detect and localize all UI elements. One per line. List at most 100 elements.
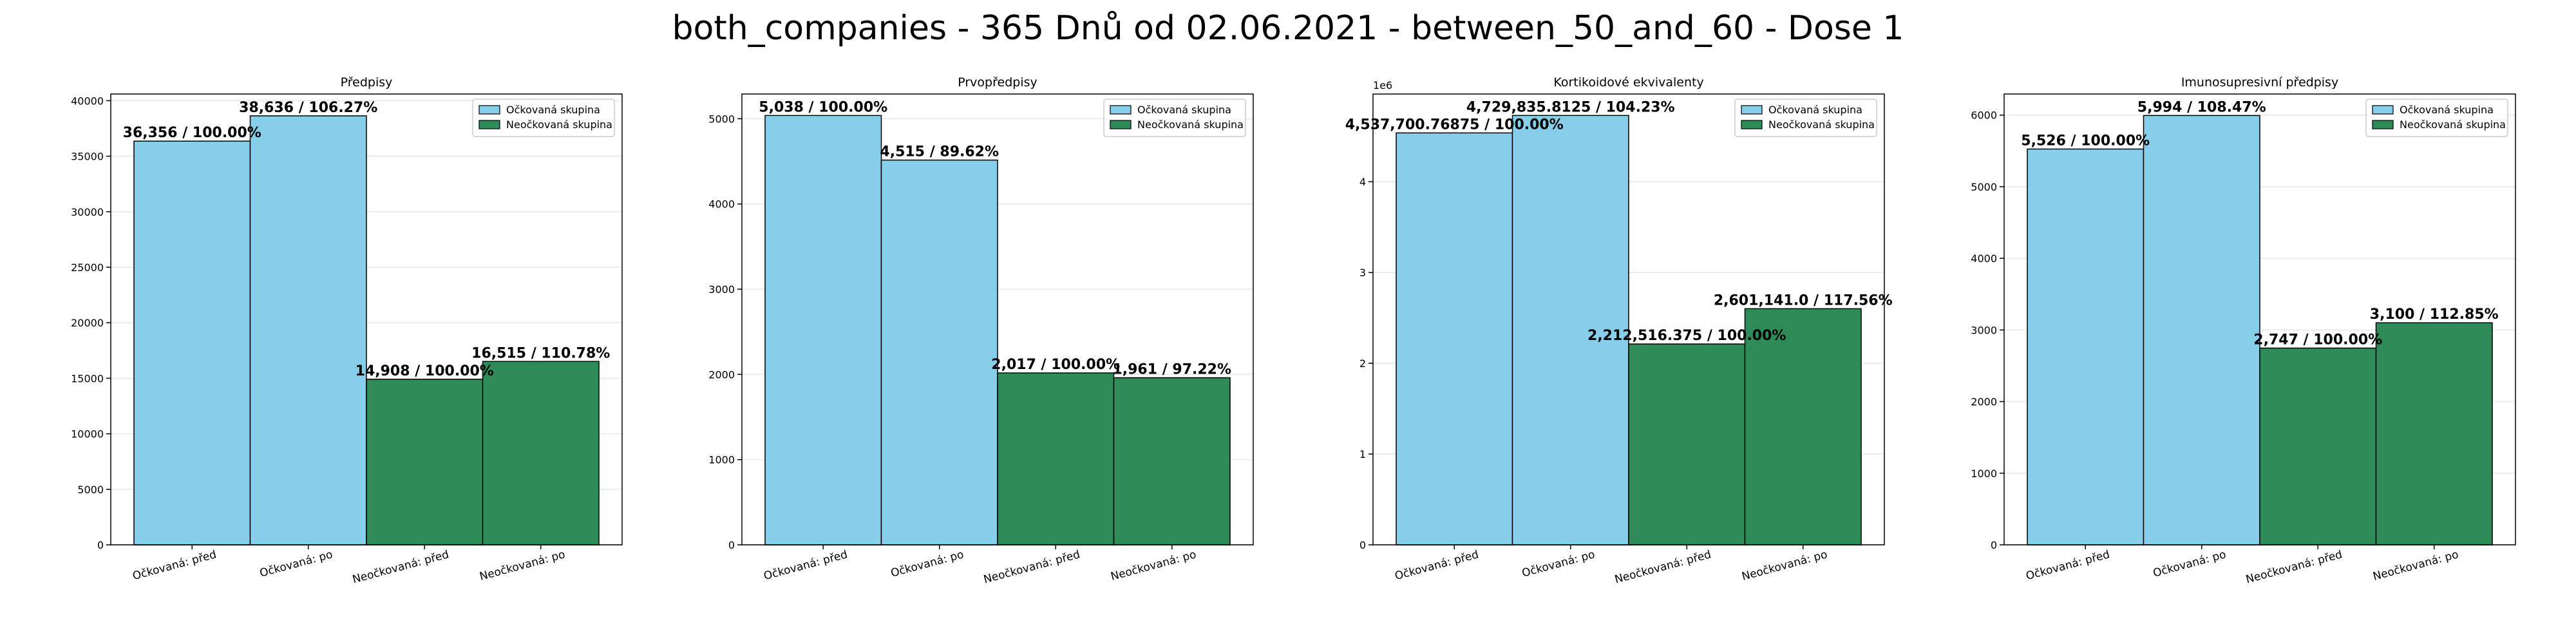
data-label: 2,017 / 100.00% [991,357,1120,373]
y-tick-label: 5000 [77,484,104,496]
y-tick-label: 1000 [1971,468,1997,480]
bar [880,159,998,545]
legend-swatch [2372,120,2394,129]
legend-label: Očkovaná skupina [2400,104,2494,116]
y-tick-label: 2000 [1971,396,1997,408]
data-label: 5,526 / 100.00% [2021,133,2150,149]
chart-title: Kortikoidové ekvivalenty [1553,75,1703,90]
y-tick-label: 4 [1359,176,1366,188]
x-tick-label: Očkovaná: po [1520,548,1596,580]
figure-title: both_companies - 365 Dnů od 02.06.2021 -… [672,9,1904,48]
legend-swatch [1741,120,1763,129]
legend-box [1103,99,1246,137]
axes-frame [110,93,623,545]
x-tick-label: Očkovaná: po [258,548,334,580]
bar [1511,115,1629,545]
y-tick-label: 2000 [708,368,735,381]
y-tick-label: 3000 [1971,324,1997,336]
axes-frame [2003,93,2516,545]
data-label: 1,961 / 97.22% [1112,362,1231,378]
bar [997,372,1115,545]
x-tick-label: Neočkovaná: před [351,548,450,586]
data-label: 16,515 / 110.78% [471,345,610,361]
x-tick-label: Neočkovaná: po [478,548,567,583]
chart-panel-2: 5,038 / 100.00% 4,515 / 89.62% 2,017 / 100… [708,75,1254,586]
bar [482,361,600,545]
y-tick-label: 0 [728,539,735,551]
legend-label: Neočkovaná skupina [1137,118,1244,131]
legend-swatch [1110,105,1132,115]
x-tick-label: Neočkovaná: před [1613,548,1712,586]
legend-swatch [1741,105,1763,115]
bar [1744,308,1862,545]
y-tick-label: 6000 [1971,109,1997,122]
y-tick-label: 25000 [71,261,104,274]
y-tick-label: 0 [1991,539,1997,551]
bar [366,379,484,545]
bar [1396,132,1513,545]
data-label: 2,747 / 100.00% [2253,332,2382,348]
x-tick-label: Očkovaná: před [131,548,218,583]
x-tick-label: Neočkovaná: před [2244,548,2344,586]
x-tick-label: Očkovaná: před [2025,548,2111,583]
y-tick-label: 1000 [708,454,735,466]
x-tick-label: Neočkovaná: po [2372,548,2460,583]
legend-box [2365,99,2508,137]
bar [2259,347,2377,545]
y-tick-label: 4000 [708,198,735,211]
data-label: 2,212,516.375 / 100.00% [1587,328,1786,344]
y-tick-label: 35000 [71,151,104,163]
axis-offset-text: 1e6 [1373,79,1392,91]
data-label: 3,100 / 112.85% [2370,307,2499,323]
legend-swatch [1110,120,1132,129]
y-tick-label: 20000 [71,317,104,329]
x-tick-label: Očkovaná: po [2152,548,2228,580]
legend-swatch [478,105,500,115]
x-tick-label: Očkovaná: před [762,548,849,583]
axes-frame [1372,93,1885,545]
y-tick-label: 0 [97,539,104,551]
x-tick-label: Očkovaná: před [1394,548,1480,583]
legend-swatch [478,120,500,129]
y-tick-label: 40000 [71,95,104,107]
y-tick-label: 3000 [708,283,735,296]
legend-label: Očkovaná skupina [506,104,600,116]
y-tick-label: 30000 [71,206,104,218]
chart-title: Prvopředpisy [958,75,1037,90]
legend-box [1734,99,1877,137]
y-tick-label: 5000 [1971,181,1997,193]
x-tick-label: Neočkovaná: před [982,548,1081,586]
legend-label: Neočkovaná skupina [2400,118,2506,131]
y-tick-label: 5000 [708,113,735,125]
data-label: 4,537,700.76875 / 100.00% [1345,117,1564,133]
bar [249,115,367,545]
data-label: 5,994 / 108.47% [2137,99,2266,115]
data-label: 38,636 / 106.27% [239,100,377,116]
data-label: 36,356 / 100.00% [123,125,261,141]
bar [133,140,251,545]
chart-title: Imunosupresivní předpisy [2181,75,2338,90]
bar [2027,148,2145,545]
y-tick-label: 3 [1359,267,1366,279]
x-tick-label: Neočkovaná: po [1110,548,1198,583]
bar [2375,322,2493,545]
bar [2143,115,2260,545]
x-tick-label: Očkovaná: po [889,548,965,580]
data-label: 4,729,835.8125 / 104.23% [1466,99,1675,115]
y-tick-label: 2 [1359,357,1366,370]
chart-panel-3: 4,537,700.76875 / 100.00% 4,729,835.8125 … [1345,75,1893,586]
bar [1628,343,1746,545]
chart-panel-4: 5,526 / 100.00% 5,994 / 108.47% 2,747 / 10… [1971,75,2516,586]
data-label: 14,908 / 100.00% [355,363,494,379]
data-label: 4,515 / 89.62% [880,144,999,160]
legend-swatch [2372,105,2394,115]
data-label: 2,601,141.0 / 117.56% [1714,292,1893,308]
legend-label: Neočkovaná skupina [1768,118,1875,131]
chart-panel-1: 36,356 / 100.00% 38,636 / 106.27% 14,908 /… [71,75,623,586]
legend-label: Neočkovaná skupina [506,118,612,131]
x-tick-label: Neočkovaná: po [1741,548,1829,583]
legend-label: Očkovaná skupina [1768,104,1862,116]
legend-label: Očkovaná skupina [1137,104,1231,116]
y-tick-label: 15000 [71,372,104,384]
